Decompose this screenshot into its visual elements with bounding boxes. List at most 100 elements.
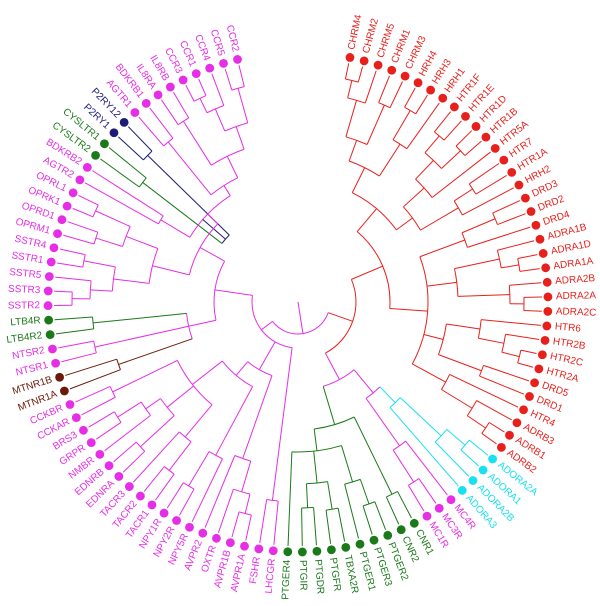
branch bbox=[185, 85, 195, 102]
branch bbox=[362, 505, 373, 535]
branch bbox=[83, 260, 116, 268]
branch bbox=[365, 398, 400, 447]
leaf-dot bbox=[254, 544, 264, 554]
leaf-dot bbox=[283, 547, 293, 557]
branch bbox=[407, 485, 425, 512]
branch bbox=[207, 213, 219, 225]
branch bbox=[117, 401, 142, 418]
leaf-dot bbox=[413, 78, 423, 88]
leaf-dot bbox=[355, 539, 365, 549]
leaf-label: PTGDR bbox=[312, 559, 326, 595]
branch bbox=[112, 360, 178, 393]
branch bbox=[446, 429, 466, 446]
branch bbox=[438, 354, 482, 372]
branch bbox=[476, 400, 512, 421]
leaf-dot bbox=[542, 277, 552, 287]
leaf-dot bbox=[400, 71, 410, 81]
leaf-dot bbox=[535, 234, 545, 244]
leaf-dot bbox=[100, 139, 109, 149]
leaf-dot bbox=[409, 518, 419, 528]
branch bbox=[366, 104, 385, 145]
branch bbox=[397, 491, 412, 519]
branch bbox=[95, 237, 123, 247]
leaf-dot bbox=[43, 301, 53, 310]
branch bbox=[418, 478, 437, 504]
branch bbox=[142, 182, 223, 244]
branch bbox=[374, 501, 387, 530]
branch bbox=[122, 450, 146, 473]
leaf-label: HTR2B bbox=[552, 336, 586, 352]
branch bbox=[305, 483, 309, 508]
branch bbox=[433, 111, 452, 133]
branch bbox=[55, 276, 92, 282]
branch bbox=[211, 73, 225, 106]
leaf-dot bbox=[481, 132, 491, 142]
branch bbox=[344, 63, 350, 80]
branch-arc bbox=[386, 490, 398, 498]
branch-arc bbox=[116, 359, 121, 370]
leaf-dot bbox=[468, 476, 478, 485]
branch bbox=[347, 80, 353, 99]
leaf-label: AVPR1A bbox=[229, 553, 248, 594]
branch bbox=[509, 282, 542, 286]
leaf-label: NTSR2 bbox=[11, 345, 46, 362]
branch bbox=[118, 136, 144, 161]
branch bbox=[497, 240, 535, 251]
branch bbox=[337, 508, 346, 542]
branch bbox=[81, 396, 116, 416]
leaf-dot bbox=[526, 207, 536, 216]
branch bbox=[356, 208, 377, 232]
branch bbox=[145, 398, 161, 410]
leaf-dot bbox=[422, 511, 432, 521]
branch bbox=[481, 319, 541, 326]
leaf-label: ADRA2B bbox=[555, 273, 596, 287]
branch bbox=[461, 218, 496, 234]
branch bbox=[328, 312, 353, 322]
leaf-dot bbox=[141, 98, 151, 108]
branch-arc bbox=[348, 160, 380, 177]
branch bbox=[520, 349, 537, 354]
branch bbox=[519, 268, 540, 272]
branch bbox=[161, 99, 179, 125]
leaf-dot bbox=[525, 392, 534, 401]
branch-arc bbox=[93, 341, 97, 354]
branch-arc bbox=[92, 204, 99, 218]
branch bbox=[378, 75, 390, 103]
leaf-dot bbox=[499, 155, 509, 165]
leaf-dot bbox=[68, 188, 78, 198]
branch bbox=[341, 445, 354, 483]
branch-arc bbox=[460, 439, 470, 451]
branch bbox=[359, 479, 370, 505]
branch bbox=[364, 70, 377, 104]
branch bbox=[224, 68, 233, 91]
branch bbox=[357, 66, 364, 83]
branch bbox=[389, 307, 428, 312]
branch bbox=[501, 264, 519, 269]
leaf-dot bbox=[297, 547, 307, 557]
branch bbox=[54, 316, 93, 321]
leaf-dot bbox=[212, 533, 221, 543]
leaf-dot bbox=[542, 321, 552, 331]
leaf-dot bbox=[543, 292, 553, 302]
leaf-dot bbox=[172, 516, 181, 525]
leaf-dot bbox=[62, 201, 72, 211]
leaf-dot bbox=[124, 482, 134, 491]
branch bbox=[441, 150, 461, 169]
leaf-dot bbox=[114, 472, 124, 481]
leaf-dot bbox=[86, 438, 96, 447]
branch bbox=[173, 91, 190, 119]
leaf-dot bbox=[225, 538, 235, 548]
leaf-label: ADRA2C bbox=[556, 306, 597, 319]
branch bbox=[88, 411, 115, 428]
branch bbox=[396, 217, 413, 231]
leaf-label: LHCGR bbox=[264, 558, 278, 594]
branch bbox=[279, 347, 293, 441]
leaf-dot bbox=[446, 495, 456, 505]
branch bbox=[168, 441, 192, 471]
branch-arc bbox=[208, 451, 223, 460]
leaf-dot bbox=[79, 425, 88, 435]
branch bbox=[406, 102, 440, 150]
leaf-dot bbox=[147, 500, 157, 510]
